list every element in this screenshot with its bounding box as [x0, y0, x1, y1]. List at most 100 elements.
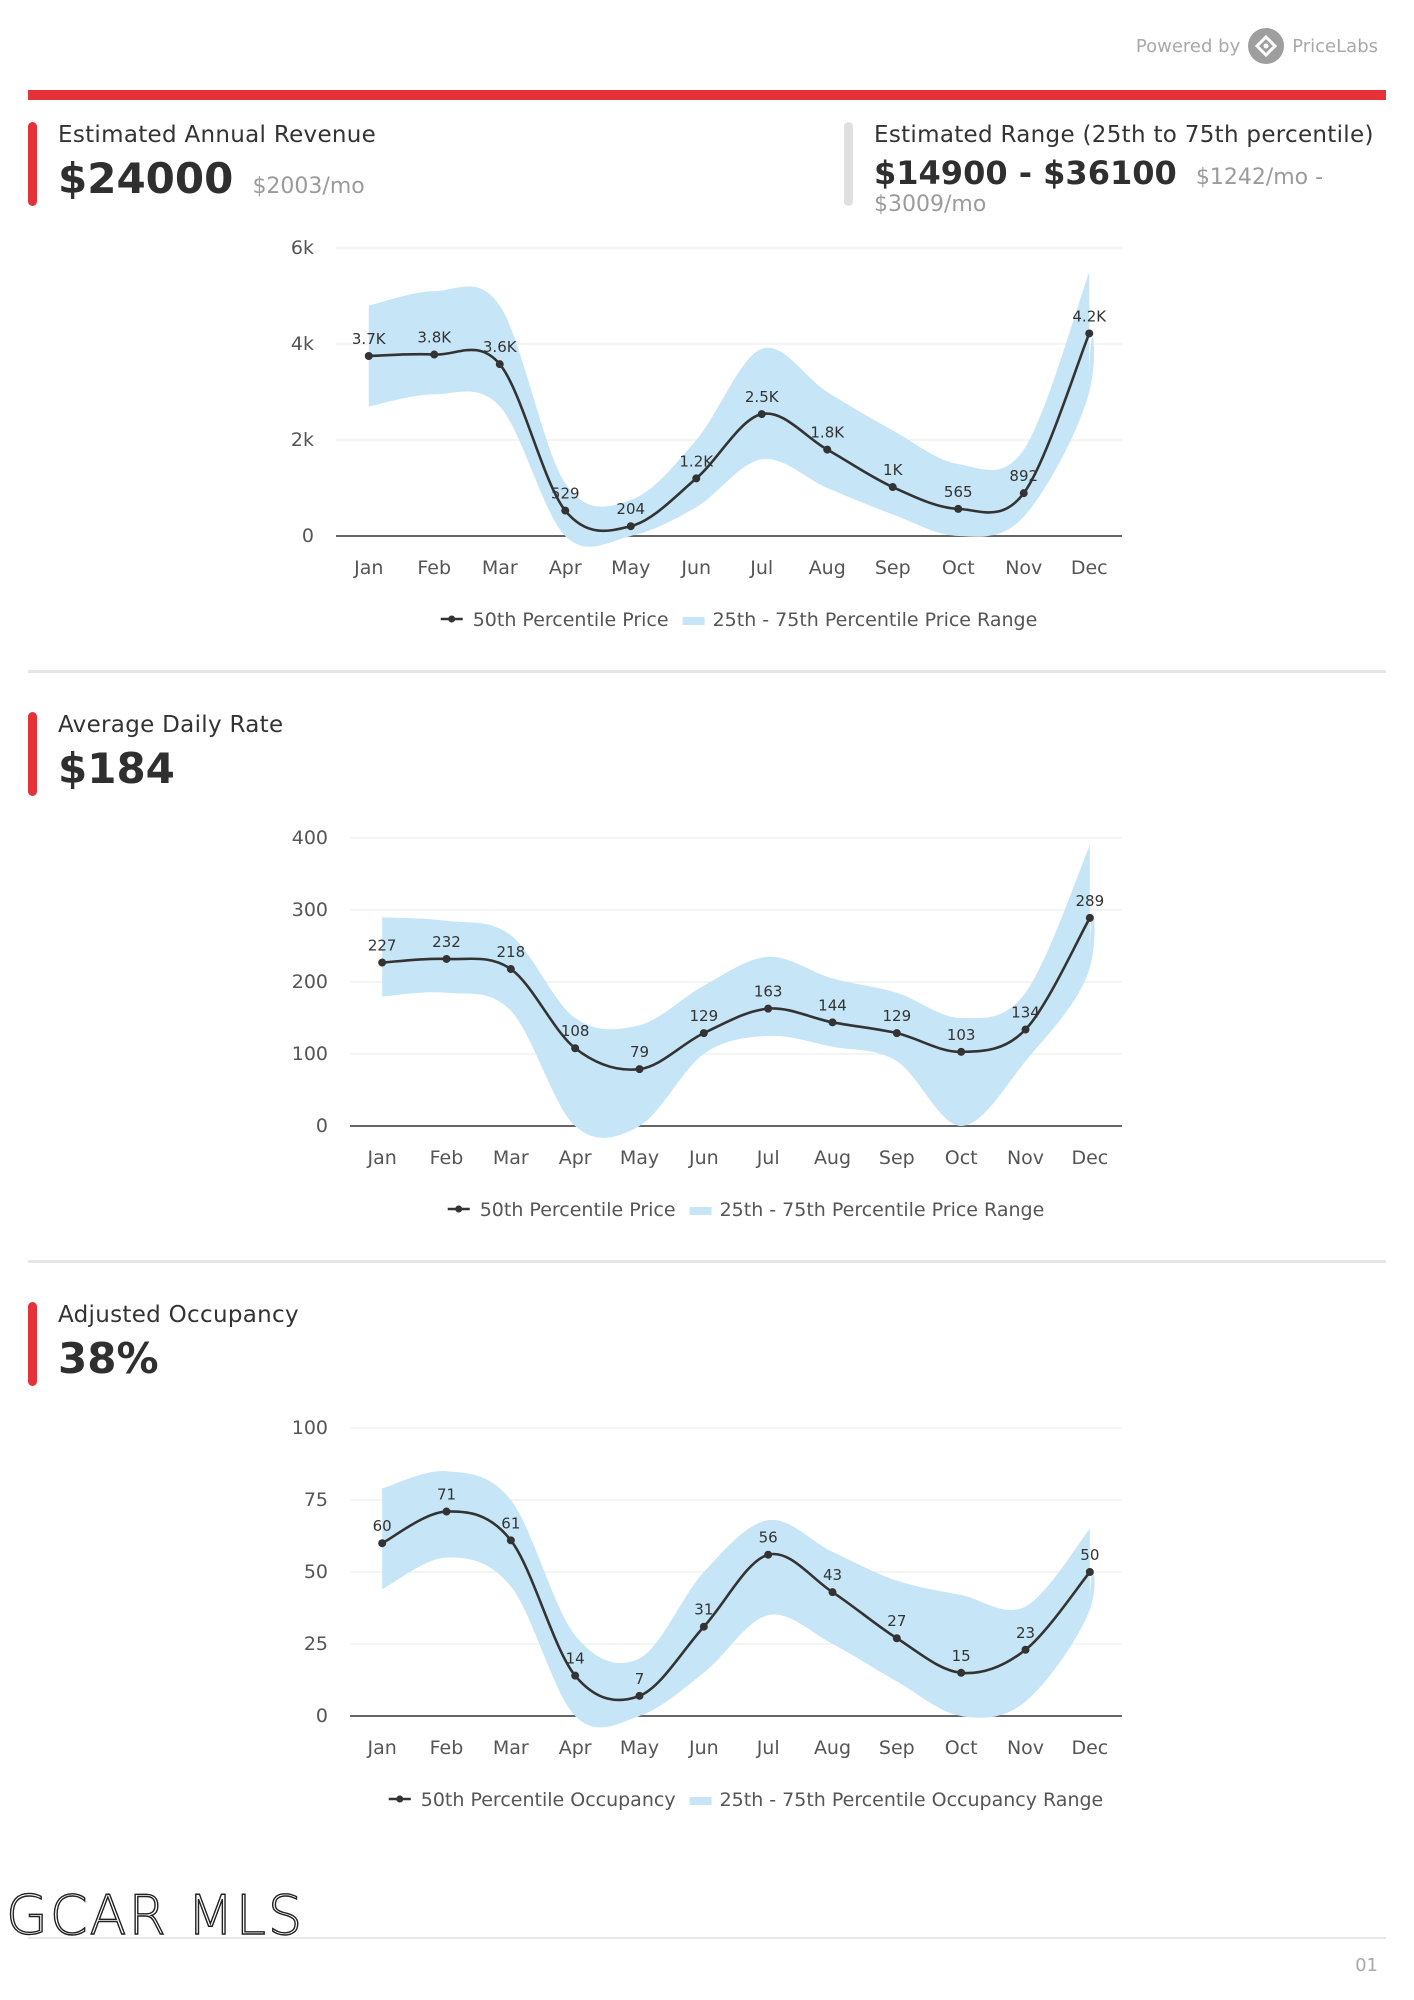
- data-point: [957, 1668, 966, 1677]
- occupancy-metric: Adjusted Occupancy 38%: [28, 1302, 299, 1386]
- y-tick-label: 0: [302, 525, 314, 547]
- x-tick-label: Jun: [680, 557, 711, 579]
- data-label: 23: [1016, 1624, 1035, 1642]
- data-label: 144: [818, 996, 847, 1014]
- data-point: [957, 1047, 966, 1056]
- data-label: 163: [754, 983, 783, 1001]
- pricelabs-brand: PriceLabs: [1292, 35, 1378, 57]
- data-point: [954, 504, 963, 513]
- y-tick-label: 75: [304, 1489, 328, 1511]
- x-tick-label: Jul: [756, 1147, 780, 1169]
- data-point: [692, 474, 701, 483]
- range-metric: Estimated Range (25th to 75th percentile…: [844, 122, 1414, 217]
- data-label: 129: [690, 1007, 719, 1025]
- data-point: [823, 445, 832, 454]
- x-tick-label: Feb: [417, 557, 451, 579]
- x-tick-label: Feb: [430, 1147, 464, 1169]
- data-label: 4.2K: [1072, 307, 1107, 325]
- x-tick-label: Jan: [367, 1737, 397, 1759]
- x-tick-label: Jan: [367, 1147, 397, 1169]
- data-point: [699, 1029, 708, 1038]
- chart-legend: 50th Percentile Occupancy 25th - 75th Per…: [388, 1789, 1104, 1811]
- y-tick-label: 2k: [291, 429, 314, 451]
- data-label: 892: [1009, 467, 1038, 485]
- x-tick-label: Oct: [942, 557, 975, 579]
- percentile-range-band: [382, 1471, 1095, 1728]
- chart-legend: 50th Percentile Price 25th - 75th Percent…: [440, 609, 1038, 631]
- data-point: [635, 1691, 644, 1700]
- x-tick-label: Apr: [559, 1737, 592, 1759]
- data-point: [1085, 1568, 1094, 1576]
- section-divider-1: [28, 670, 1386, 673]
- data-label: 218: [497, 943, 526, 961]
- range-accent-bar: [844, 122, 853, 206]
- gcar-mls-logo: GCAR MLS: [5, 1883, 305, 1947]
- x-tick-label: Jul: [749, 557, 773, 579]
- legend-band-swatch: [689, 1207, 712, 1215]
- data-label: 27: [887, 1612, 906, 1630]
- y-tick-label: 0: [316, 1705, 328, 1727]
- data-point: [364, 352, 373, 360]
- y-tick-label: 100: [292, 1043, 328, 1065]
- data-point: [757, 410, 766, 419]
- data-label: 31: [694, 1601, 713, 1619]
- data-label: 134: [1011, 1004, 1040, 1022]
- data-point: [1085, 329, 1094, 338]
- footer-divider: [28, 1937, 1386, 1939]
- data-point: [442, 954, 451, 963]
- legend-point-swatch: [396, 1795, 404, 1803]
- data-point: [571, 1044, 580, 1053]
- data-label: 60: [373, 1517, 392, 1535]
- x-tick-label: Jun: [688, 1737, 719, 1759]
- revenue-metric: Estimated Annual Revenue $24000 $2003/mo: [28, 122, 376, 206]
- data-point: [828, 1588, 837, 1597]
- data-point: [495, 360, 504, 369]
- data-label: 529: [551, 485, 580, 503]
- data-point: [892, 1634, 901, 1643]
- data-label: 129: [883, 1007, 912, 1025]
- y-tick-label: 50: [304, 1561, 328, 1583]
- range-value: $14900 - $36100: [874, 154, 1177, 192]
- data-point: [571, 1671, 580, 1680]
- adr-chart: 0 100 200 300 400 227 232 218 108 79 129 163 144 129 1…: [292, 827, 1122, 1221]
- revenue-accent-bar: [28, 122, 37, 206]
- x-tick-label: Nov: [1005, 557, 1042, 579]
- revenue-value: $24000: [58, 154, 234, 203]
- range-label: Estimated Range (25th to 75th percentile…: [874, 122, 1374, 148]
- data-point: [828, 1018, 837, 1027]
- x-tick-label: Jun: [688, 1147, 719, 1169]
- x-tick-label: Nov: [1007, 1147, 1044, 1169]
- powered-by: Powered by PriceLabs: [1136, 28, 1378, 64]
- page-number: 01: [1355, 1955, 1378, 1976]
- x-tick-label: Apr: [559, 1147, 592, 1169]
- data-point: [1021, 1645, 1030, 1654]
- data-label: 3.6K: [483, 338, 518, 356]
- y-tick-label: 0: [316, 1115, 328, 1137]
- data-label: 71: [437, 1486, 456, 1504]
- legend-range-label: 25th - 75th Percentile Occupancy Range: [720, 1789, 1104, 1811]
- revenue-label: Estimated Annual Revenue: [58, 122, 377, 148]
- powered-by-text: Powered by: [1135, 35, 1241, 57]
- data-label: 289: [1076, 892, 1105, 910]
- data-label: 1.8K: [810, 424, 845, 442]
- x-tick-label: Dec: [1071, 1147, 1108, 1169]
- data-point: [1021, 1025, 1030, 1034]
- data-point: [561, 506, 570, 515]
- data-label: 227: [368, 937, 397, 955]
- data-label: 14: [566, 1650, 585, 1668]
- x-tick-label: May: [611, 557, 650, 579]
- data-point: [378, 958, 387, 967]
- adr-value: $184: [58, 744, 175, 793]
- range-monthly: $1242/mo - $3009/mo: [874, 165, 1324, 217]
- legend-median-label: 50th Percentile Occupancy: [421, 1789, 676, 1811]
- x-tick-label: Apr: [549, 557, 582, 579]
- data-point: [635, 1065, 644, 1074]
- data-label: 3.7K: [352, 330, 387, 348]
- x-tick-label: Nov: [1007, 1737, 1044, 1759]
- x-tick-label: Mar: [493, 1147, 529, 1169]
- legend-range-label: 25th - 75th Percentile Price Range: [713, 609, 1038, 631]
- section-divider-2: [28, 1260, 1386, 1263]
- data-label: 50: [1080, 1546, 1099, 1564]
- x-tick-label: Mar: [493, 1737, 529, 1759]
- adr-accent-bar: [28, 712, 37, 796]
